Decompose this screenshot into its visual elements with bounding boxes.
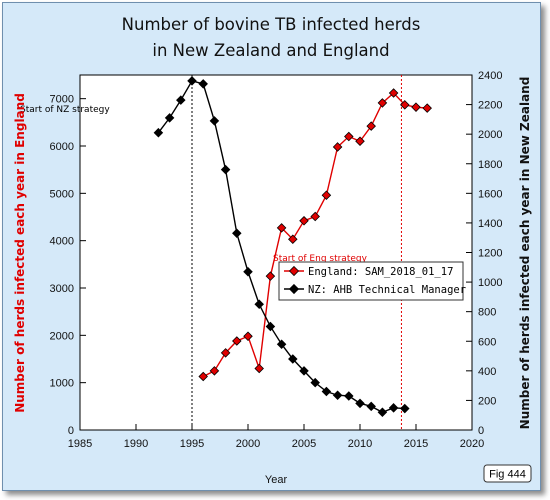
figure-tag-label: Fig 444 [489,469,526,481]
y-axis-label-right: Number of herds infected each year in Ne… [518,77,532,430]
legend-marker-nz [288,283,300,295]
y-right-tick-label: 0 [478,425,484,437]
data-point-nz [164,113,175,123]
data-point-england [366,121,376,131]
annotation-layer: Start of NZ strategy Start of Eng strateg… [20,75,402,430]
x-tick-label: 1990 [124,438,148,450]
y-left-tick-label: 3000 [50,283,74,295]
y-left-tick-label: 7000 [50,94,74,106]
y-right-tick-label: 1600 [478,188,502,200]
y-right-tick-label: 1200 [478,248,502,260]
data-point-england [198,371,208,382]
x-tick-label: 2020 [460,438,484,450]
x-axis-label: Year [265,474,288,486]
data-point-nz [153,127,164,138]
chart-title-line-2: in New Zealand and England [152,41,389,60]
x-tick-label: 2005 [292,438,316,450]
annotation-label: Start of NZ strategy [20,105,110,115]
legend-marker-england [288,265,300,277]
data-point-nz [187,76,197,86]
chart-frame: Number of bovine TB infected herds in Ne… [2,2,541,491]
data-point-england [310,211,320,222]
data-point-england [254,363,264,374]
y-right-tick-label: 2000 [478,129,502,141]
x-tick-label: 2010 [348,438,372,450]
x-tick-label: 2000 [236,438,260,450]
y-left-tick-label: 2000 [50,330,74,342]
data-point-nz [299,366,309,376]
data-point-england [265,271,276,281]
x-tick-label: 2015 [404,438,428,450]
data-point-nz [288,354,298,364]
data-point-england [209,366,220,376]
x-tick-label: 1995 [180,438,204,450]
data-point-england [243,331,253,342]
y-left-tick-label: 4000 [50,236,74,248]
data-point-nz [355,398,365,409]
y-right-tick-label: 1400 [478,218,502,230]
y-left-tick-label: 5000 [50,188,74,200]
data-point-england [299,216,309,226]
data-point-nz [232,228,242,239]
y-right-tick-label: 400 [478,366,496,378]
data-point-nz [198,79,208,89]
data-point-england [422,103,432,113]
figure-tag-box [483,464,532,483]
data-point-nz [366,401,376,412]
y-right-tick-label: 1000 [478,277,502,289]
data-point-nz [400,403,410,414]
series-layer [153,76,432,418]
data-point-nz [332,390,343,401]
data-point-england [332,142,343,152]
data-point-england [388,88,399,98]
data-point-england [288,234,298,245]
data-point-england [355,136,365,147]
figure-tag: Fig 444 [483,464,532,483]
data-point-nz [377,407,388,418]
data-point-nz [310,377,320,388]
chart-title-line-1: Number of bovine TB infected herds [122,15,421,34]
y-right-tick-label: 600 [478,336,496,348]
data-point-england [276,223,287,233]
data-point-nz [220,164,231,175]
data-point-nz [176,95,186,105]
data-point-nz [388,403,399,413]
data-point-nz [265,321,276,332]
data-point-england [377,98,388,108]
chart: Number of bovine TB infected herds in Ne… [13,15,532,486]
y-right-tick-label: 200 [478,395,496,407]
y-left-tick-label: 0 [68,425,74,437]
data-point-england [411,102,421,112]
annotation-label: Start of Eng strategy [273,254,368,264]
data-point-nz [254,299,264,310]
data-point-england [220,348,231,358]
y-left-tick-label: 6000 [50,141,74,153]
y-axis-label-left: Number of herds infected each year in En… [13,93,27,413]
data-point-england [344,131,354,142]
legend: England: SAM_2018_01_17 NZ: AHB Technica… [278,261,466,301]
legend-label-england: England: SAM_2018_01_17 [308,266,453,278]
y-right-tick-label: 1800 [478,159,502,171]
y-right-tick-label: 800 [478,307,496,319]
data-point-nz [321,386,332,397]
data-point-nz [209,116,220,126]
legend-label-nz: NZ: AHB Technical Manager [308,284,466,296]
y-right-tick-label: 2400 [478,70,502,82]
data-point-nz [243,266,253,277]
x-tick-label: 1985 [68,438,92,450]
axes-layer: 1985 1990 1995 2000 2005 2010 2015 202001000200… [50,70,503,450]
data-point-england [400,100,410,110]
data-point-england [232,336,242,346]
data-point-nz [276,339,287,349]
y-left-tick-label: 1000 [50,378,74,390]
legend-box [278,261,464,301]
data-point-england [321,190,332,200]
y-right-tick-label: 2200 [478,100,502,112]
data-point-nz [344,391,354,401]
